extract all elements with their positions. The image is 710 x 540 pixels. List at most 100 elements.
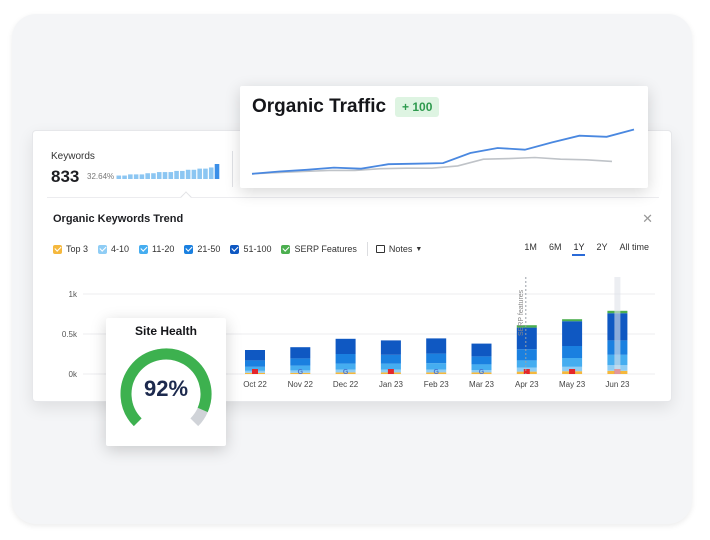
spark-bar bbox=[122, 175, 127, 179]
traffic-line bbox=[251, 128, 635, 175]
legend-label: 51-100 bbox=[243, 244, 272, 254]
trend-title: Organic Keywords Trend bbox=[53, 213, 184, 225]
range-tab-all-time[interactable]: All time bbox=[619, 242, 649, 252]
spark-bar bbox=[214, 164, 220, 179]
bar-segment bbox=[380, 363, 401, 370]
divider bbox=[232, 151, 233, 187]
y-tick-label: 0k bbox=[69, 370, 78, 379]
flag-icon bbox=[569, 369, 576, 374]
keywords-value: 833 bbox=[51, 167, 80, 186]
bar-segment bbox=[245, 366, 265, 371]
notes-label: Notes bbox=[388, 244, 413, 254]
legend-item-51-100[interactable]: 51-100 bbox=[230, 244, 271, 254]
checkbox-icon[interactable] bbox=[53, 244, 62, 254]
bar-segment bbox=[516, 349, 537, 361]
spark-bar bbox=[168, 172, 174, 179]
x-tick-label: Dec 22 bbox=[333, 380, 359, 389]
bar-segment bbox=[380, 340, 401, 355]
health-gauge bbox=[120, 348, 212, 427]
spark-bar bbox=[128, 174, 133, 179]
bar-segment bbox=[471, 364, 492, 370]
traffic-change-badge: + 100 bbox=[395, 97, 440, 117]
x-tick-label: Jan 23 bbox=[379, 380, 404, 389]
health-value: 92% bbox=[143, 376, 189, 401]
bar-segment bbox=[426, 338, 447, 354]
flag-icon bbox=[252, 369, 258, 374]
bar-segment bbox=[562, 321, 583, 346]
bar-segment bbox=[426, 372, 447, 374]
spark-bar bbox=[203, 168, 208, 179]
bar-segment bbox=[426, 369, 447, 373]
range-tab-1y[interactable]: 1Y bbox=[572, 242, 586, 256]
x-tick-label: Mar 23 bbox=[469, 380, 494, 389]
checkbox-icon[interactable] bbox=[230, 244, 240, 254]
range-tab-1m[interactable]: 1M bbox=[524, 242, 537, 252]
bar-segment bbox=[290, 365, 311, 371]
flag-icon bbox=[387, 369, 394, 374]
bar-segment bbox=[380, 354, 401, 364]
bar-segment bbox=[471, 343, 492, 357]
bar-segment bbox=[335, 372, 356, 374]
spark-bar bbox=[208, 167, 214, 179]
x-tick-label: May 23 bbox=[559, 380, 586, 389]
legend-item-4-10[interactable]: 4-10 bbox=[98, 244, 129, 254]
close-icon[interactable]: ✕ bbox=[642, 211, 653, 226]
bar-segment bbox=[562, 358, 583, 367]
bar-segment bbox=[516, 360, 537, 368]
spark-bar bbox=[180, 170, 185, 179]
checkbox-icon[interactable] bbox=[281, 244, 291, 254]
legend-item-21-50[interactable]: 21-50 bbox=[184, 244, 220, 254]
legend-item-serp[interactable]: SERP Features bbox=[281, 244, 357, 254]
bar-segment bbox=[471, 370, 492, 373]
x-tick-label: Jun 23 bbox=[605, 380, 630, 389]
previous-period-line bbox=[251, 156, 613, 175]
legend-label: Top 3 bbox=[66, 244, 89, 254]
keywords-widget[interactable]: Keywords 833 32.64% bbox=[51, 151, 221, 191]
range-tabs: 1M 6M 1Y 2Y All time bbox=[512, 242, 649, 256]
spark-bar bbox=[185, 169, 191, 179]
divider bbox=[366, 242, 368, 256]
legend-label: SERP Features bbox=[294, 244, 357, 254]
range-tab-2y[interactable]: 2Y bbox=[596, 242, 608, 252]
bar-segment bbox=[516, 325, 537, 328]
y-tick-label: 0.5k bbox=[62, 330, 78, 339]
bar-segment bbox=[335, 338, 356, 354]
checkbox-icon[interactable] bbox=[98, 244, 108, 254]
range-tab-6m[interactable]: 6M bbox=[548, 242, 562, 252]
notes-dropdown[interactable]: Notes ▼ bbox=[375, 244, 423, 254]
x-tick-label: Nov 22 bbox=[288, 380, 314, 389]
bar-segment bbox=[290, 370, 311, 373]
spark-bar bbox=[133, 174, 139, 179]
traffic-title: Organic Traffic bbox=[252, 96, 387, 117]
spark-bar bbox=[139, 174, 145, 179]
keywords-trend-chart: 0k 0.5k 1k Oct 22 G Nov 22 G Dec 22 Jan 23 G Feb 2… bbox=[62, 277, 655, 389]
bar-segment bbox=[562, 346, 583, 358]
gauge-fill bbox=[120, 348, 212, 427]
keywords-label: Keywords bbox=[51, 151, 95, 162]
organic-traffic-card: Organic Traffic + 100 bbox=[240, 86, 648, 188]
checkbox-icon[interactable] bbox=[139, 244, 149, 254]
bar-segment bbox=[562, 319, 583, 322]
bar-segment bbox=[245, 350, 265, 361]
spark-bar bbox=[151, 173, 156, 179]
bar-segment bbox=[471, 372, 492, 374]
chevron-down-icon: ▼ bbox=[415, 245, 423, 253]
spark-bar bbox=[145, 173, 150, 179]
legend-item-11-20[interactable]: 11-20 bbox=[139, 244, 174, 254]
checkbox-icon[interactable] bbox=[184, 244, 194, 254]
hover-highlight bbox=[614, 277, 621, 374]
spark-bar bbox=[116, 175, 122, 179]
x-tick-label: Feb 23 bbox=[424, 380, 449, 389]
bar-segment bbox=[516, 327, 537, 350]
google-icon: G bbox=[433, 369, 439, 376]
bar-sparkline-icon bbox=[116, 164, 220, 179]
bar-segment bbox=[426, 363, 447, 370]
bar-segment bbox=[335, 369, 356, 373]
spark-bar bbox=[156, 172, 162, 179]
annotation-label: SERP features bbox=[518, 289, 525, 336]
google-icon: G bbox=[343, 369, 349, 376]
bar-segment bbox=[290, 347, 311, 359]
legend-item-top3[interactable]: Top 3 bbox=[53, 244, 88, 254]
legend-label: 11-20 bbox=[152, 244, 175, 254]
y-tick-label: 1k bbox=[69, 290, 78, 299]
